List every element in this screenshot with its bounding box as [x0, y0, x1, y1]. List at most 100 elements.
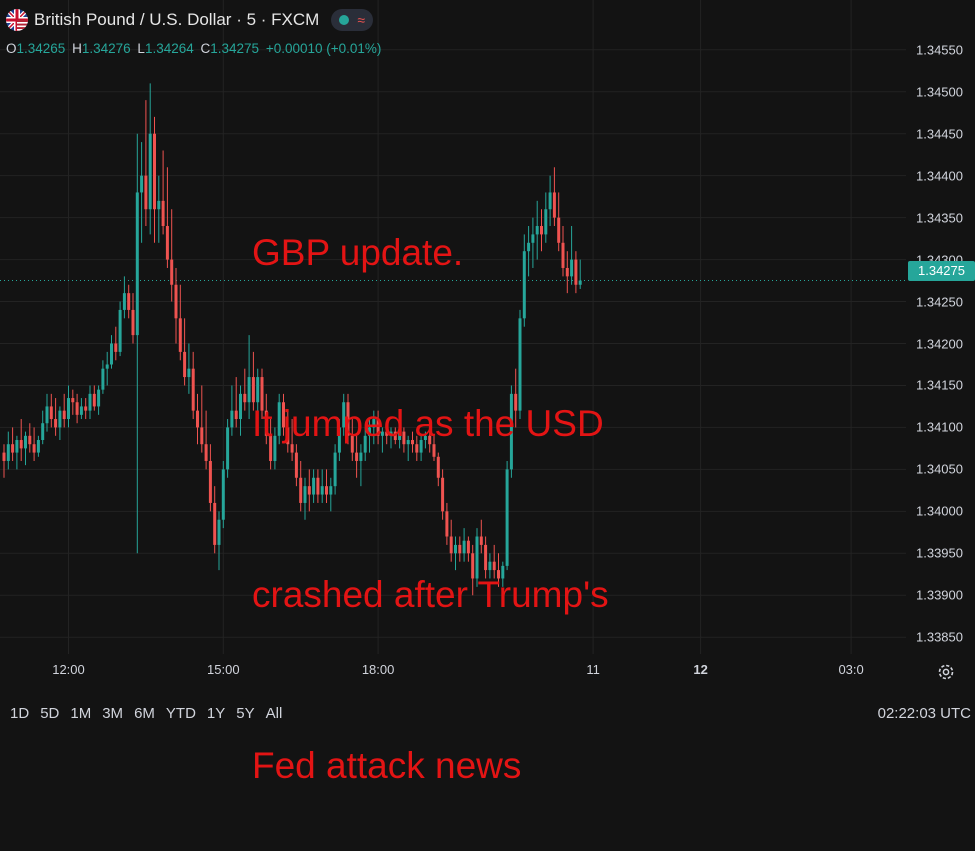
candle — [415, 435, 419, 461]
candle — [45, 393, 49, 432]
market-status-pill[interactable]: ≈ — [331, 9, 373, 31]
range-1m-button[interactable]: 1M — [70, 705, 92, 722]
candle — [484, 536, 488, 579]
candle — [389, 427, 393, 449]
candle — [161, 150, 165, 235]
candle-body — [208, 460, 212, 503]
symbol-header[interactable]: British Pound / U.S. Dollar · 5 · FXCM ≈ — [6, 9, 373, 31]
candle-body — [488, 561, 492, 571]
candle — [540, 209, 543, 252]
candle-body — [329, 486, 333, 495]
candle — [221, 460, 225, 529]
y-tick-label: 1.33850 — [916, 629, 963, 645]
x-tick-label: 12:00 — [52, 662, 85, 677]
price-chart[interactable] — [0, 0, 975, 730]
candle — [565, 251, 569, 294]
y-tick-label: 1.34200 — [916, 336, 963, 351]
candle — [475, 528, 479, 587]
low-value: 1.34264 — [144, 41, 194, 56]
candle-body — [32, 444, 36, 453]
candle-body — [363, 435, 367, 453]
candle-body — [174, 284, 178, 319]
candle — [350, 419, 354, 461]
candle — [140, 142, 144, 243]
candle-body — [561, 242, 565, 268]
candle-body — [153, 133, 156, 210]
range-1y-button[interactable]: 1Y — [206, 705, 226, 722]
y-tick-label: 1.33950 — [916, 545, 963, 561]
candle-body — [277, 402, 281, 436]
candle-body — [415, 444, 419, 453]
candle — [75, 393, 79, 424]
candle-body — [497, 570, 500, 579]
candle-body — [501, 565, 505, 579]
candle — [535, 200, 539, 260]
candle — [436, 452, 440, 487]
candle-body — [471, 553, 475, 579]
candle — [462, 528, 466, 562]
candle-body — [251, 377, 255, 403]
candle-body — [286, 427, 290, 445]
candle — [368, 419, 371, 453]
candle-body — [312, 477, 316, 495]
candle — [187, 343, 191, 394]
candle-body — [355, 452, 359, 461]
candle-body — [178, 318, 182, 352]
candle-body — [187, 368, 191, 378]
candle — [307, 469, 311, 512]
candle — [299, 460, 303, 512]
candle — [15, 435, 19, 470]
candle — [260, 368, 264, 420]
candle — [234, 377, 238, 428]
candle-body — [97, 389, 101, 407]
symbol-title[interactable]: British Pound / U.S. Dollar · 5 · FXCM — [34, 10, 320, 29]
range-5y-button[interactable]: 5Y — [236, 705, 255, 722]
candle-body — [79, 406, 83, 415]
range-1d-button[interactable]: 1D — [10, 705, 30, 722]
candle-body — [372, 419, 376, 428]
candle-body — [183, 351, 187, 378]
candle — [92, 385, 96, 411]
candle — [217, 511, 221, 571]
range-3m-button[interactable]: 3M — [102, 705, 124, 722]
candle-body — [428, 435, 432, 445]
candle — [454, 536, 457, 571]
candle-body — [325, 486, 328, 495]
candle — [303, 477, 307, 520]
candle-body — [346, 402, 350, 436]
candle — [286, 410, 290, 453]
y-tick-label: 1.34150 — [916, 377, 963, 393]
candle-body — [505, 469, 509, 566]
candle — [2, 444, 6, 478]
open-value: 1.34265 — [16, 41, 66, 56]
candle — [385, 423, 389, 445]
candle-body — [148, 133, 152, 210]
candle-body — [514, 393, 518, 411]
close-label: C — [200, 41, 211, 56]
candle-body — [67, 398, 70, 420]
candle — [24, 431, 27, 466]
range-ytd-button[interactable]: YTD — [165, 705, 196, 722]
y-tick-label: 1.34050 — [916, 461, 963, 477]
candle-body — [333, 452, 337, 487]
candle — [531, 217, 535, 268]
candles — [2, 83, 582, 596]
range-6m-button[interactable]: 6M — [134, 705, 155, 722]
utc-clock[interactable]: 02:22:03 UTC — [877, 705, 971, 722]
settings-gear-icon[interactable] — [936, 662, 956, 682]
x-tick-label: 15:00 — [207, 662, 240, 677]
y-tick-label: 1.34550 — [916, 42, 963, 58]
range-5d-button[interactable]: 5D — [40, 705, 60, 722]
candle — [578, 259, 582, 289]
candle-body — [393, 431, 397, 441]
candle — [243, 368, 247, 411]
y-tick-label: 1.34450 — [916, 126, 963, 142]
candle-body — [436, 456, 440, 478]
candle — [32, 427, 36, 461]
wave-icon: ≈ — [357, 12, 365, 28]
candle-body — [462, 540, 466, 554]
candle-body — [24, 435, 27, 449]
candle-body — [204, 444, 208, 461]
candle — [294, 444, 298, 487]
range-all-button[interactable]: All — [265, 705, 283, 722]
